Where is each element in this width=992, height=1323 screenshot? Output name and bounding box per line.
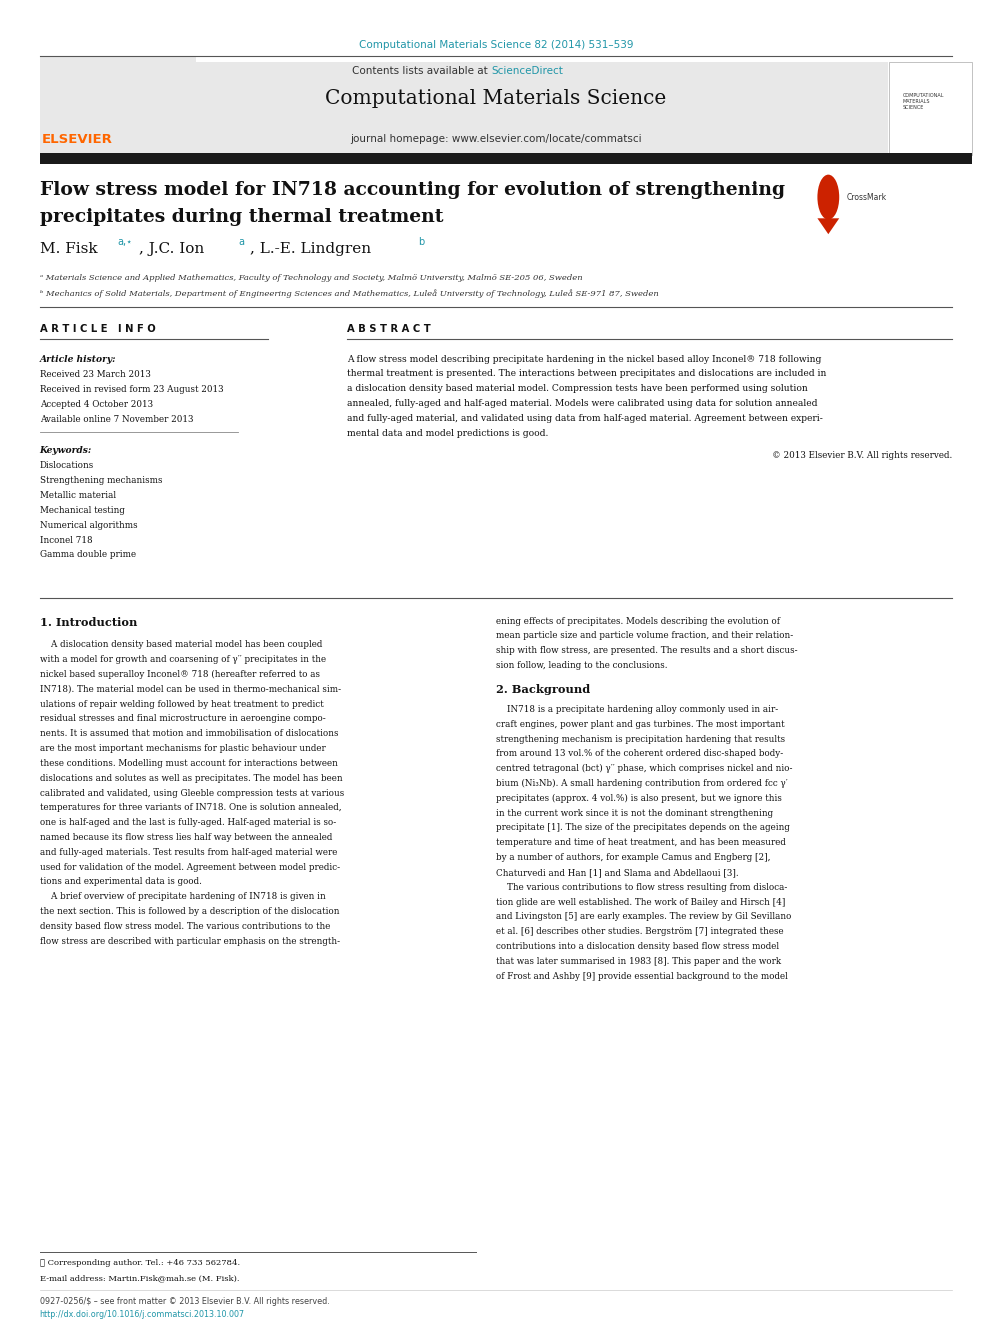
Text: flow stress are described with particular emphasis on the strength-: flow stress are described with particula…	[40, 937, 340, 946]
Text: Dislocations: Dislocations	[40, 462, 94, 471]
Text: Accepted 4 October 2013: Accepted 4 October 2013	[40, 400, 153, 409]
Text: ship with flow stress, are presented. The results and a short discus-: ship with flow stress, are presented. Th…	[496, 646, 798, 655]
Text: named because its flow stress lies half way between the annealed: named because its flow stress lies half …	[40, 833, 332, 841]
FancyBboxPatch shape	[40, 56, 196, 155]
Text: nickel based superalloy Inconel® 718 (hereafter referred to as: nickel based superalloy Inconel® 718 (he…	[40, 669, 319, 679]
Text: CrossMark: CrossMark	[846, 193, 886, 201]
Text: and fully-aged material, and validated using data from half-aged material. Agree: and fully-aged material, and validated u…	[347, 414, 823, 423]
Text: tion glide are well established. The work of Bailey and Hirsch [4]: tion glide are well established. The wor…	[496, 897, 786, 906]
Text: b: b	[419, 237, 425, 247]
Text: ening effects of precipitates. Models describing the evolution of: ening effects of precipitates. Models de…	[496, 617, 780, 626]
Text: A B S T R A C T: A B S T R A C T	[347, 324, 431, 335]
Text: a: a	[238, 237, 244, 247]
Text: , L.-E. Lindgren: , L.-E. Lindgren	[250, 242, 371, 257]
Text: mean particle size and particle volume fraction, and their relation-: mean particle size and particle volume f…	[496, 631, 794, 640]
Text: thermal treatment is presented. The interactions between precipitates and disloc: thermal treatment is presented. The inte…	[347, 369, 826, 378]
Text: The various contributions to flow stress resulting from disloca-: The various contributions to flow stress…	[496, 882, 788, 892]
Text: sion follow, leading to the conclusions.: sion follow, leading to the conclusions.	[496, 662, 668, 669]
Text: Gamma double prime: Gamma double prime	[40, 550, 136, 560]
Ellipse shape	[817, 175, 839, 220]
Text: calibrated and validated, using Gleeble compression tests at various: calibrated and validated, using Gleeble …	[40, 789, 344, 798]
Text: Received in revised form 23 August 2013: Received in revised form 23 August 2013	[40, 385, 223, 394]
Text: used for validation of the model. Agreement between model predic-: used for validation of the model. Agreem…	[40, 863, 340, 872]
Text: A brief overview of precipitate hardening of IN718 is given in: A brief overview of precipitate hardenin…	[40, 892, 325, 901]
Text: ScienceDirect: ScienceDirect	[491, 66, 562, 77]
Text: et al. [6] describes other studies. Bergström [7] integrated these: et al. [6] describes other studies. Berg…	[496, 927, 784, 937]
Text: and fully-aged materials. Test results from half-aged material were: and fully-aged materials. Test results f…	[40, 848, 337, 857]
Text: precipitate [1]. The size of the precipitates depends on the ageing: precipitate [1]. The size of the precipi…	[496, 823, 790, 832]
Text: Mechanical testing: Mechanical testing	[40, 505, 125, 515]
Text: that was later summarised in 1983 [8]. This paper and the work: that was later summarised in 1983 [8]. T…	[496, 957, 781, 966]
Text: ulations of repair welding followed by heat treatment to predict: ulations of repair welding followed by h…	[40, 700, 323, 709]
Text: in the current work since it is not the dominant strengthening: in the current work since it is not the …	[496, 808, 773, 818]
Text: ᵇ Mechanics of Solid Materials, Department of Engineering Sciences and Mathemati: ᵇ Mechanics of Solid Materials, Departme…	[40, 290, 659, 299]
Text: tions and experimental data is good.: tions and experimental data is good.	[40, 877, 201, 886]
Text: one is half-aged and the last is fully-aged. Half-aged material is so-: one is half-aged and the last is fully-a…	[40, 818, 336, 827]
Text: IN718). The material model can be used in thermo-mechanical sim-: IN718). The material model can be used i…	[40, 685, 341, 693]
Text: IN718 is a precipitate hardening alloy commonly used in air-: IN718 is a precipitate hardening alloy c…	[496, 705, 779, 714]
Text: COMPUTATIONAL
MATERIALS
SCIENCE: COMPUTATIONAL MATERIALS SCIENCE	[903, 93, 944, 110]
Text: Numerical algorithms: Numerical algorithms	[40, 521, 137, 529]
Text: from around 13 vol.% of the coherent ordered disc-shaped body-: from around 13 vol.% of the coherent ord…	[496, 749, 784, 758]
Text: Computational Materials Science 82 (2014) 531–539: Computational Materials Science 82 (2014…	[359, 40, 633, 50]
Text: density based flow stress model. The various contributions to the: density based flow stress model. The var…	[40, 922, 330, 931]
Text: A R T I C L E   I N F O: A R T I C L E I N F O	[40, 324, 156, 335]
Text: dislocations and solutes as well as precipitates. The model has been: dislocations and solutes as well as prec…	[40, 774, 342, 783]
Polygon shape	[817, 218, 839, 234]
Text: Keywords:: Keywords:	[40, 446, 92, 455]
Text: Metallic material: Metallic material	[40, 491, 116, 500]
Text: craft engines, power plant and gas turbines. The most important: craft engines, power plant and gas turbi…	[496, 720, 785, 729]
Text: M. Fisk: M. Fisk	[40, 242, 97, 257]
Text: precipitates (approx. 4 vol.%) is also present, but we ignore this: precipitates (approx. 4 vol.%) is also p…	[496, 794, 782, 803]
Text: precipitates during thermal treatment: precipitates during thermal treatment	[40, 208, 443, 226]
Text: the next section. This is followed by a description of the dislocation: the next section. This is followed by a …	[40, 908, 339, 916]
Text: temperatures for three variants of IN718. One is solution annealed,: temperatures for three variants of IN718…	[40, 803, 341, 812]
Text: © 2013 Elsevier B.V. All rights reserved.: © 2013 Elsevier B.V. All rights reserved…	[772, 451, 952, 460]
Text: annealed, fully-aged and half-aged material. Models were calibrated using data f: annealed, fully-aged and half-aged mater…	[347, 400, 817, 407]
Text: by a number of authors, for example Camus and Engberg [2],: by a number of authors, for example Camu…	[496, 853, 771, 863]
Text: a,⋆: a,⋆	[117, 237, 132, 247]
Text: 1. Introduction: 1. Introduction	[40, 617, 137, 627]
Text: temperature and time of heat treatment, and has been measured: temperature and time of heat treatment, …	[496, 839, 786, 847]
Text: mental data and model predictions is good.: mental data and model predictions is goo…	[347, 429, 549, 438]
Text: Chaturvedi and Han [1] and Slama and Abdellaoui [3].: Chaturvedi and Han [1] and Slama and Abd…	[496, 868, 739, 877]
FancyBboxPatch shape	[889, 62, 972, 155]
Text: , J.C. Ion: , J.C. Ion	[139, 242, 204, 257]
Text: journal homepage: www.elsevier.com/locate/commatsci: journal homepage: www.elsevier.com/locat…	[350, 134, 642, 144]
Text: are the most important mechanisms for plastic behaviour under: are the most important mechanisms for pl…	[40, 744, 325, 753]
Text: Received 23 March 2013: Received 23 March 2013	[40, 370, 151, 380]
Text: with a model for growth and coarsening of γ′′ precipitates in the: with a model for growth and coarsening o…	[40, 655, 325, 664]
Text: Article history:: Article history:	[40, 355, 116, 364]
Text: Available online 7 November 2013: Available online 7 November 2013	[40, 415, 193, 423]
Text: 0927-0256/$ – see front matter © 2013 Elsevier B.V. All rights reserved.: 0927-0256/$ – see front matter © 2013 El…	[40, 1297, 329, 1306]
Text: ⋆ Corresponding author. Tel.: +46 733 562784.: ⋆ Corresponding author. Tel.: +46 733 56…	[40, 1259, 240, 1267]
Text: these conditions. Modelling must account for interactions between: these conditions. Modelling must account…	[40, 759, 337, 767]
Text: A flow stress model describing precipitate hardening in the nickel based alloy I: A flow stress model describing precipita…	[347, 355, 821, 364]
Text: Flow stress model for IN718 accounting for evolution of strengthening: Flow stress model for IN718 accounting f…	[40, 181, 785, 200]
Text: A dislocation density based material model has been coupled: A dislocation density based material mod…	[40, 640, 322, 650]
Text: Inconel 718: Inconel 718	[40, 536, 92, 545]
Text: bium (Ni₃Nb). A small hardening contribution from ordered fcc γ′: bium (Ni₃Nb). A small hardening contribu…	[496, 779, 788, 789]
Text: 2. Background: 2. Background	[496, 684, 590, 695]
Text: http://dx.doi.org/10.1016/j.commatsci.2013.10.007: http://dx.doi.org/10.1016/j.commatsci.20…	[40, 1310, 245, 1319]
FancyBboxPatch shape	[40, 62, 888, 155]
Text: nents. It is assumed that motion and immobilisation of dislocations: nents. It is assumed that motion and imm…	[40, 729, 338, 738]
Text: ELSEVIER: ELSEVIER	[42, 132, 112, 146]
Text: strengthening mechanism is precipitation hardening that results: strengthening mechanism is precipitation…	[496, 734, 785, 744]
Text: ᵃ Materials Science and Applied Mathematics, Faculty of Technology and Society, : ᵃ Materials Science and Applied Mathemat…	[40, 274, 582, 282]
Text: a dislocation density based material model. Compression tests have been performe: a dislocation density based material mod…	[347, 384, 807, 393]
Text: centred tetragonal (bct) γ′′ phase, which comprises nickel and nio-: centred tetragonal (bct) γ′′ phase, whic…	[496, 765, 793, 773]
Text: Strengthening mechanisms: Strengthening mechanisms	[40, 476, 162, 486]
Text: E-mail address: Martin.Fisk@mah.se (M. Fisk).: E-mail address: Martin.Fisk@mah.se (M. F…	[40, 1274, 239, 1282]
Text: Contents lists available at: Contents lists available at	[352, 66, 491, 77]
Text: residual stresses and final microstructure in aeroengine compo-: residual stresses and final microstructu…	[40, 714, 325, 724]
Text: and Livingston [5] are early examples. The review by Gil Sevillano: and Livingston [5] are early examples. T…	[496, 913, 792, 921]
Text: Computational Materials Science: Computational Materials Science	[325, 89, 667, 107]
FancyBboxPatch shape	[40, 153, 972, 164]
Text: contributions into a dislocation density based flow stress model: contributions into a dislocation density…	[496, 942, 779, 951]
Text: of Frost and Ashby [9] provide essential background to the model: of Frost and Ashby [9] provide essential…	[496, 971, 788, 980]
